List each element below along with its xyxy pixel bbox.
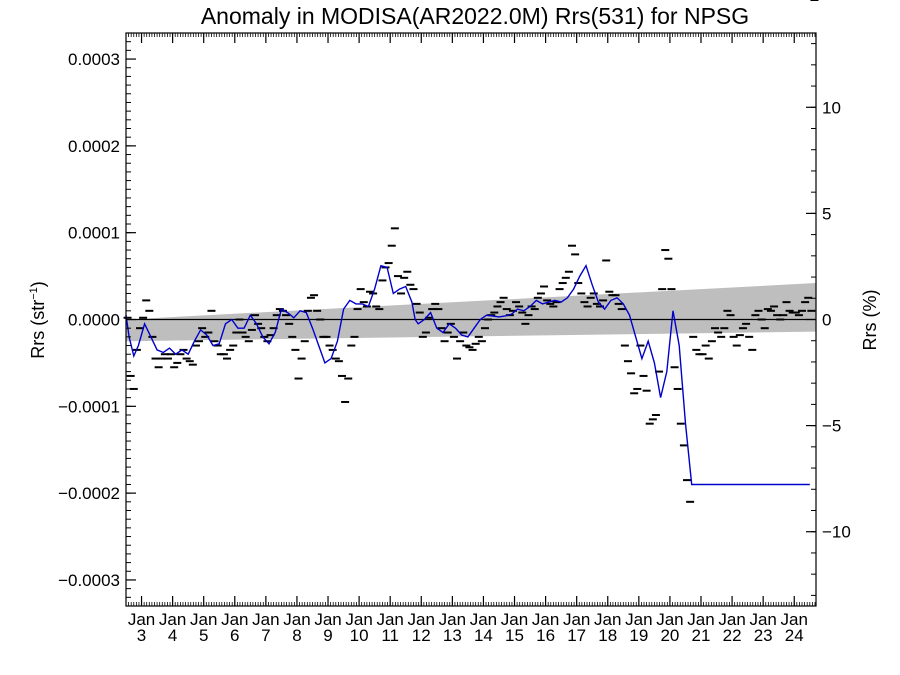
x-tick-year-label: 23 [754,626,773,645]
x-tick-year-label: 9 [323,626,332,645]
y2-axis-label: Rrs (%) [860,290,880,351]
x-tick-year-label: 20 [660,626,679,645]
x-tick-month-label: Jan [470,610,497,629]
y-axis-label-main: Rrs (str [28,300,48,359]
x-tick-month-label: Jan [594,610,621,629]
trend-confidence-band [126,283,816,342]
x-tick-year-label: 4 [168,626,177,645]
x-tick-month-label: Jan [314,610,341,629]
x-tick-month-label: Jan [252,610,279,629]
chart-title: Anomaly in MODISA(AR2022.0M) Rrs(531) fo… [201,3,749,29]
x-tick-year-label: 10 [350,626,369,645]
y2-tick-label: −5 [822,417,841,436]
x-tick-month-label: Jan [345,610,372,629]
y-tick-label: −0.0002 [58,484,120,503]
x-tick-month-label: Jan [532,610,559,629]
y-tick-label: 0.0002 [68,137,120,156]
x-tick-year-label: 21 [692,626,711,645]
x-tick-month-label: Jan [625,610,652,629]
x-tick-year-label: 24 [785,626,804,645]
x-tick-year-label: 7 [261,626,270,645]
x-tick-month-label: Jan [439,610,466,629]
y-tick-label: −0.0001 [58,397,120,416]
x-tick-year-label: 14 [474,626,493,645]
x-tick-year-label: 16 [536,626,555,645]
y-tick-label: 0.0000 [68,311,120,330]
x-tick-year-label: 5 [199,626,208,645]
y-tick-label: 0.0001 [68,224,120,243]
x-tick-month-label: Jan [221,610,248,629]
y-axis-label: Rrs (str−1) [28,281,48,359]
y2-tick-label: 5 [822,204,831,223]
x-tick-month-label: Jan [563,610,590,629]
x-tick-month-label: Jan [781,610,808,629]
y-tick-label: −0.0003 [58,571,120,590]
x-tick-year-label: 17 [567,626,586,645]
x-tick-month-label: Jan [283,610,310,629]
x-tick-year-label: 15 [505,626,524,645]
x-tick-year-label: 19 [629,626,648,645]
axes: 0.0003 0.0002 0.0001 0.0000 −0.0001 −0.0002 −0… [58,32,851,645]
y2-tick-label: 10 [822,98,841,117]
y-axis-label-superscript: −1 [28,287,40,300]
x-tick-month-label: Jan [656,610,683,629]
y-axis-label-close: ) [28,281,48,287]
x-tick-year-label: 3 [137,626,146,645]
x-tick-month-label: Jan [128,610,155,629]
x-tick-month-label: Jan [718,610,745,629]
x-tick-month-label: Jan [749,610,776,629]
x-tick-month-label: Jan [190,610,217,629]
x-tick-year-label: 8 [292,626,301,645]
x-tick-month-label: Jan [159,610,186,629]
y2-tick-label: −10 [822,523,851,542]
x-tick-year-label: 13 [443,626,462,645]
x-tick-year-label: 18 [598,626,617,645]
x-tick-month-label: Jan [501,610,528,629]
x-tick-month-label: Jan [376,610,403,629]
plot-area [123,0,819,503]
y-tick-label: 0.0003 [68,50,120,69]
y2-tick-label: 0 [822,311,831,330]
x-tick-month-label: Jan [408,610,435,629]
smoothed-series-line [125,264,810,486]
x-tick-year-label: 12 [412,626,431,645]
x-tick-month-label: Jan [687,610,714,629]
x-tick-year-label: 22 [723,626,742,645]
x-tick-year-label: 11 [381,626,399,645]
x-tick-year-label: 6 [230,626,239,645]
